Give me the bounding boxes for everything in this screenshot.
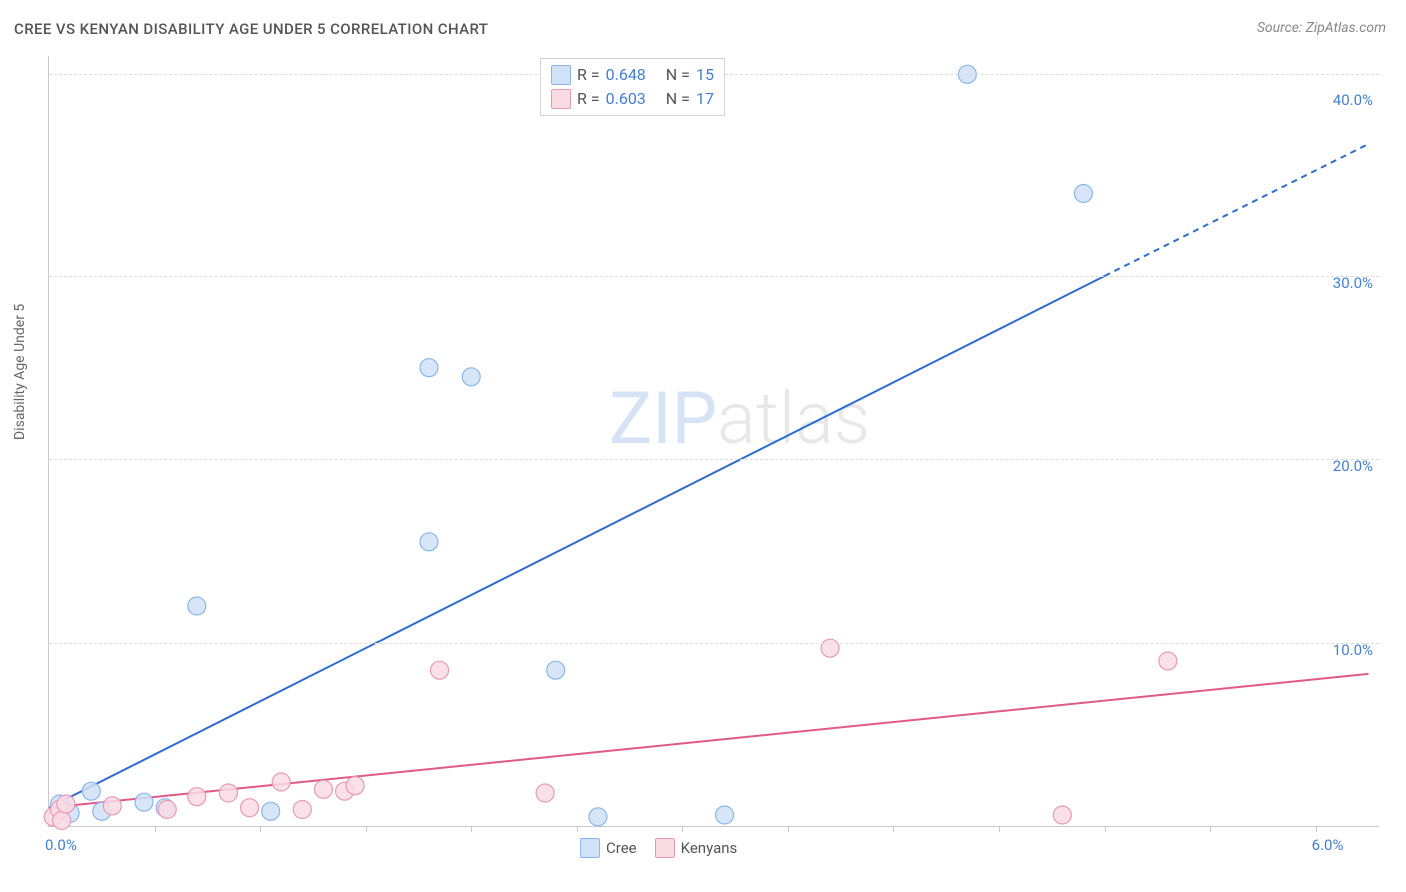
gridline (49, 643, 1379, 644)
chart-container: CREE VS KENYAN DISABILITY AGE UNDER 5 CO… (0, 0, 1406, 892)
data-point (188, 788, 206, 806)
y-tick-label: 40.0% (1333, 91, 1373, 109)
legend-n-value: 15 (696, 63, 714, 87)
data-point (135, 793, 153, 811)
x-tick-label: 6.0% (1312, 836, 1344, 854)
data-point (158, 801, 176, 819)
legend-item: Cree (580, 838, 637, 858)
legend-stats-row: R = 0.648 N =15 (551, 63, 714, 87)
data-point (589, 808, 607, 826)
legend-swatch (551, 65, 571, 85)
data-point (293, 801, 311, 819)
data-point (462, 368, 480, 386)
legend-n-label: N = (666, 63, 690, 87)
legend-r-label: R = (577, 87, 600, 111)
x-tick-label: 0.0% (45, 836, 77, 854)
data-point (103, 797, 121, 815)
data-point (188, 597, 206, 615)
data-point (314, 780, 332, 798)
y-axis-label: Disability Age Under 5 (12, 304, 28, 440)
x-tick (366, 826, 367, 832)
legend-swatch (551, 89, 571, 109)
data-point (1074, 185, 1092, 203)
data-point (1053, 806, 1071, 824)
legend-r-label: R = (577, 63, 600, 87)
legend-item: Kenyans (655, 838, 738, 858)
y-tick-label: 30.0% (1333, 274, 1373, 292)
data-point (219, 784, 237, 802)
legend-label: Cree (606, 839, 637, 857)
legend-swatch (580, 838, 600, 858)
legend-swatch (655, 838, 675, 858)
trend-line (49, 674, 1368, 808)
x-tick (788, 826, 789, 832)
x-tick (999, 826, 1000, 832)
x-tick (577, 826, 578, 832)
legend-n-label: N = (666, 87, 690, 111)
legend-n-value: 17 (696, 87, 714, 111)
y-tick-label: 20.0% (1333, 457, 1373, 475)
legend-stats-row: R = 0.603 N =17 (551, 87, 714, 111)
legend-r-value: 0.648 (606, 63, 646, 87)
data-point (431, 661, 449, 679)
data-point (1159, 652, 1177, 670)
y-tick-label: 10.0% (1333, 641, 1373, 659)
legend-series: Cree Kenyans (580, 838, 737, 858)
data-point (272, 773, 290, 791)
x-tick (471, 826, 472, 832)
source-label: Source: ZipAtlas.com (1257, 20, 1386, 36)
x-tick (682, 826, 683, 832)
trend-line (49, 276, 1105, 808)
legend-r-value: 0.603 (606, 87, 646, 111)
gridline (49, 459, 1379, 460)
data-point (420, 359, 438, 377)
x-tick (893, 826, 894, 832)
data-point (82, 782, 100, 800)
legend-label: Kenyans (681, 839, 738, 857)
data-point (57, 795, 75, 813)
data-point (262, 802, 280, 820)
chart-title: CREE VS KENYAN DISABILITY AGE UNDER 5 CO… (14, 20, 488, 38)
chart-svg (49, 56, 1379, 826)
x-tick (1105, 826, 1106, 832)
data-point (716, 806, 734, 824)
x-tick (1210, 826, 1211, 832)
data-point (536, 784, 554, 802)
gridline (49, 276, 1379, 277)
data-point (346, 777, 364, 795)
x-tick (260, 826, 261, 832)
legend-stats: R = 0.648 N =15 R = 0.603 N =17 (540, 58, 725, 116)
x-tick (155, 826, 156, 832)
data-point (547, 661, 565, 679)
data-point (420, 533, 438, 551)
data-point (241, 799, 259, 817)
trend-line-dash (1105, 144, 1369, 276)
plot-area: ZIPatlas 10.0%20.0%30.0%40.0%0.0%6.0% (48, 56, 1379, 827)
x-tick (1316, 826, 1317, 832)
data-point (53, 812, 71, 830)
